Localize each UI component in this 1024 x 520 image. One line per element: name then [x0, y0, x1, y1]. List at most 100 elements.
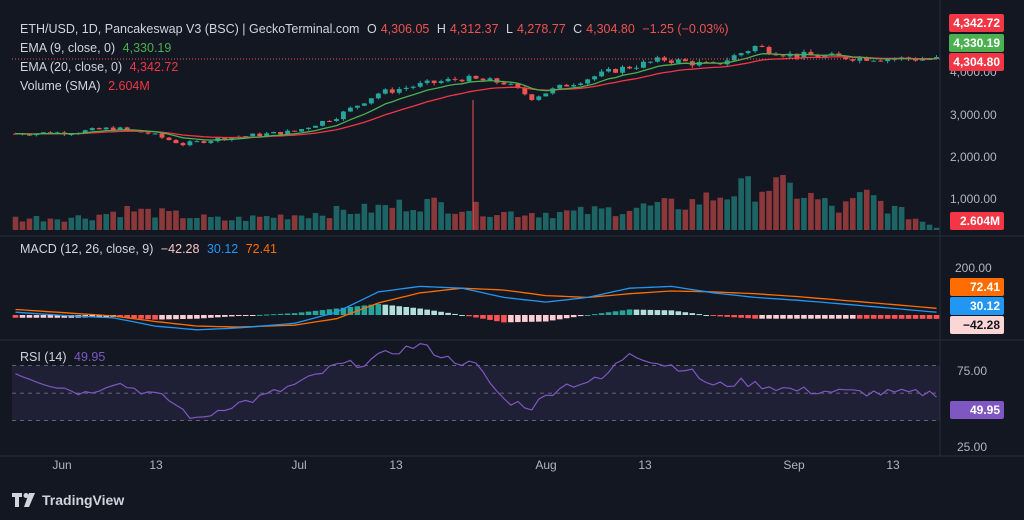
macd-histogram-bar [340, 307, 347, 315]
macd-histogram-bar [891, 315, 898, 319]
volume-bar [235, 216, 242, 230]
volume-bar [117, 217, 123, 230]
macd-histogram-bar [417, 308, 423, 315]
macd-histogram-bar [235, 315, 242, 316]
candle-body [243, 136, 249, 138]
macd-histogram-bar [661, 310, 668, 315]
macd-histogram-bar [815, 315, 821, 319]
candle-body [808, 51, 814, 56]
volume-bar [536, 217, 542, 230]
rsi-legend[interactable]: RSI (14) 49.95 [20, 350, 109, 364]
candle-body [103, 127, 109, 130]
candle-body [278, 131, 284, 135]
volume-bar [249, 215, 256, 230]
candle-body [620, 66, 625, 73]
candle-body [40, 132, 46, 134]
ema9-legend[interactable]: EMA (9, close, 0) 4,330.19 [20, 41, 175, 55]
macd-histogram-bar [180, 315, 186, 320]
candle-body [424, 80, 430, 83]
volume-bar [570, 210, 577, 230]
price-tick-2000: 2,000.00 [950, 150, 997, 164]
candle-body [738, 53, 744, 56]
volume-legend[interactable]: Volume (SMA) 2.604M [20, 79, 154, 93]
rsi-tick-75: 75.00 [957, 364, 988, 378]
volume-bar [291, 215, 298, 230]
volume-bar [361, 203, 368, 230]
low-value: 4,278.77 [516, 22, 566, 36]
macd-histogram-bar [459, 315, 465, 316]
candle-body [466, 75, 472, 82]
volume-bar [96, 214, 103, 230]
candle-body [934, 57, 939, 60]
volume-bar [180, 218, 186, 230]
macd-histogram-bar [201, 315, 207, 319]
close-value: 4,304.80 [586, 22, 635, 36]
volume-bar [849, 198, 856, 230]
volume-bar [319, 215, 326, 230]
candle-body [89, 128, 95, 131]
macd-histogram-bar [424, 309, 430, 315]
candle-body [340, 111, 346, 120]
volume-bar [222, 220, 228, 230]
volume-bar [668, 198, 675, 230]
tradingview-logo[interactable]: TradingView [12, 492, 124, 508]
candle-body [299, 129, 305, 132]
volume-bar [647, 205, 654, 230]
volume-bar [884, 213, 891, 230]
macd-histogram-bar [829, 315, 835, 319]
candle-body [564, 84, 570, 87]
macd-histogram-bar [863, 315, 870, 319]
candle-body [13, 133, 18, 135]
candle-body [222, 137, 228, 140]
macd-histogram-bar [856, 315, 863, 319]
ema20-legend[interactable]: EMA (20, close, 0) 4,342.72 [20, 60, 182, 74]
macd-histogram-bar [877, 315, 884, 319]
low-label: L [506, 22, 513, 36]
candle-body [389, 89, 395, 93]
badge-macd-signal: 72.41 [950, 278, 1004, 296]
volume-bar [808, 192, 814, 230]
candle-body [264, 133, 270, 137]
volume-bar [933, 227, 940, 230]
volume-bar [780, 175, 786, 230]
volume-bar [522, 215, 528, 230]
candle-body [654, 57, 660, 62]
macd-histogram-bar [249, 315, 256, 316]
volume-bar [919, 221, 926, 230]
macd-legend[interactable]: MACD (12, 26, close, 9) −42.28 30.12 72.… [20, 242, 281, 256]
volume-bar [82, 218, 89, 230]
volume-bar [375, 204, 382, 230]
rsi-label: RSI (14) [20, 350, 67, 364]
volume-bar [738, 178, 744, 230]
macd-histogram-bar [808, 315, 814, 319]
candle-body [794, 53, 800, 58]
macd-histogram-bar [215, 315, 221, 318]
macd-histogram-bar [54, 315, 61, 318]
volume-bar [152, 217, 158, 230]
candle-body [445, 78, 451, 82]
volume-bar [563, 210, 570, 230]
candle-body [599, 71, 605, 77]
volume-bar [89, 220, 96, 230]
macd-histogram-bar [361, 305, 368, 315]
macd-histogram-bar [647, 309, 654, 315]
macd-histogram-bar [780, 315, 786, 319]
open-value: 4,306.05 [380, 22, 430, 36]
candle-body [857, 57, 863, 61]
change-value: −1.25 (−0.03%) [642, 22, 729, 36]
macd-histogram-bar [529, 315, 535, 322]
macd-histogram-bar [61, 315, 68, 318]
macd-histogram-bar [549, 315, 556, 321]
volume-bar [912, 218, 919, 230]
macd-histogram-bar [933, 315, 940, 319]
candle-body [822, 55, 828, 58]
candle-body [208, 141, 214, 143]
macd-histogram-bar [619, 310, 626, 315]
candle-body [480, 78, 486, 81]
price-tick-3000: 3,000.00 [950, 108, 997, 122]
volume-bar [905, 219, 912, 230]
macd-histogram-bar [849, 315, 856, 319]
macd-histogram-bar [556, 315, 563, 320]
macd-histogram-bar [494, 315, 500, 322]
